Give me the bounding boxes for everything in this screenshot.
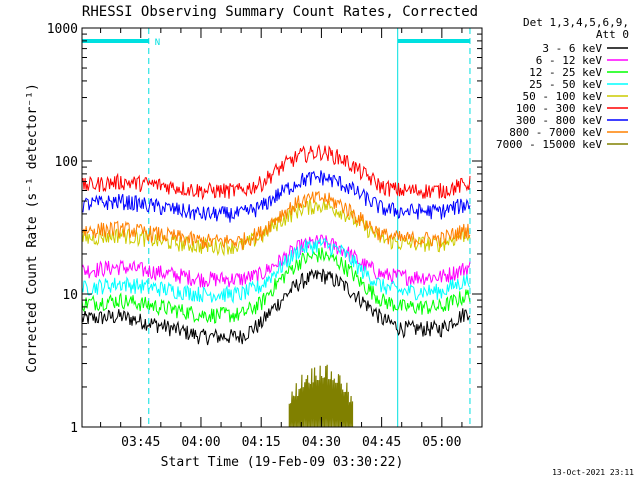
x-tick-label: 04:45 <box>362 435 401 450</box>
y-tick-label: 10 <box>62 288 78 303</box>
y-tick-label: 100 <box>55 155 78 170</box>
series-line <box>288 364 354 428</box>
legend-entry: 12 - 25 keV <box>529 66 602 79</box>
x-tick-label: 04:00 <box>181 435 220 450</box>
y-ticks: 1 10 100 1000 <box>47 22 482 436</box>
x-ticks: 03:45 04:00 04:15 04:30 04:45 05:00 <box>100 28 483 450</box>
legend-entry: 300 - 800 keV <box>516 114 602 127</box>
y-tick-label: 1000 <box>47 22 78 37</box>
chart-title: RHESSI Observing Summary Count Rates, Co… <box>82 4 478 20</box>
series-line <box>81 268 471 346</box>
plot-region: N 1 10 100 1000 03:45 04:00 04:15 04:30 04:45 05… <box>47 22 483 450</box>
legend-header: Det 1,3,4,5,6,9, <box>523 16 629 29</box>
legend-entry: 25 - 50 keV <box>529 78 602 91</box>
x-tick-label: 04:30 <box>302 435 341 450</box>
x-tick-label: 04:15 <box>242 435 281 450</box>
legend-entry: 800 - 7000 keV <box>509 126 602 139</box>
plot-frame <box>81 27 483 428</box>
legend-entry: 100 - 300 keV <box>516 102 602 115</box>
x-tick-label: 05:00 <box>422 435 461 450</box>
legend-entry: 50 - 100 keV <box>523 90 603 103</box>
series-line <box>81 199 471 257</box>
legend-entry: 3 - 6 keV <box>542 42 602 55</box>
x-tick-label: 03:45 <box>121 435 160 450</box>
legend-entry: 7000 - 15000 keV <box>496 138 602 151</box>
series-line <box>81 170 471 223</box>
timestamp-label: 13-Oct-2021 23:11 <box>552 468 634 477</box>
series-group <box>81 143 471 428</box>
marker-lines: N <box>82 28 471 427</box>
legend-header: Att 0 <box>596 28 629 41</box>
y-tick-label: 1 <box>70 421 78 436</box>
series-line <box>81 247 471 324</box>
series-line <box>81 238 471 304</box>
series-line <box>81 143 471 201</box>
series-line <box>81 190 471 251</box>
legend-entry: 6 - 12 keV <box>536 54 603 67</box>
y-axis-label: Corrected Count Rate (s⁻¹ detector⁻¹) <box>25 83 40 373</box>
series-line <box>81 234 471 288</box>
x-axis-label: Start Time (19-Feb-09 03:30:22) <box>161 455 404 470</box>
flag-label: N <box>155 38 160 48</box>
